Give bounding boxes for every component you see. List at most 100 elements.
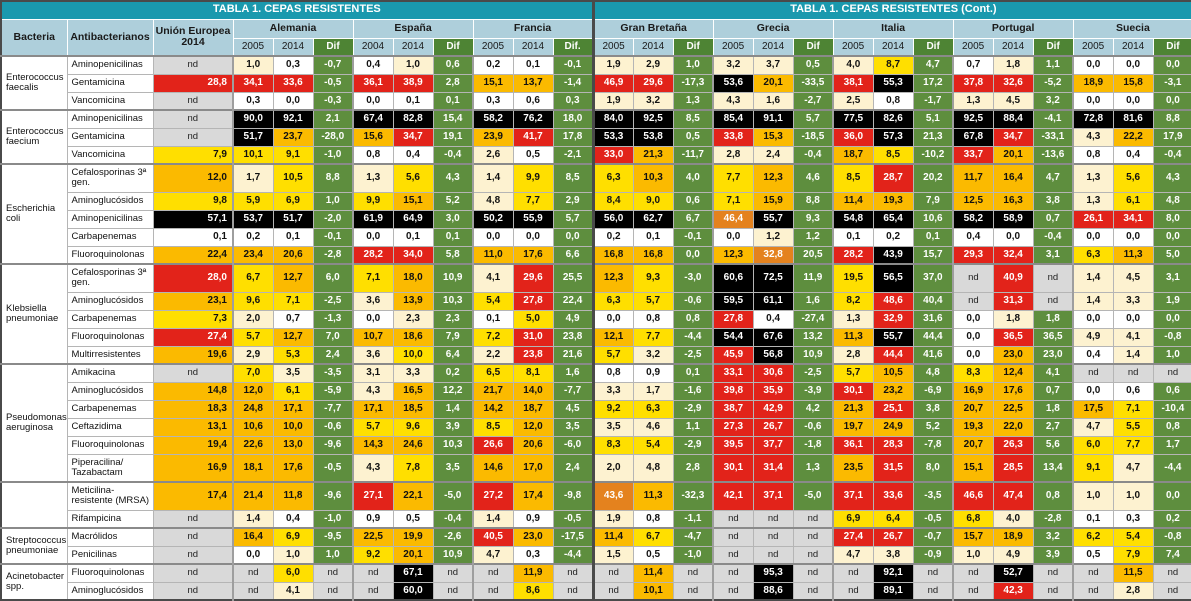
dif-cell: 6,6 bbox=[552, 245, 594, 265]
value-cell: 26,7 bbox=[872, 527, 914, 547]
value-cell: 0,9 bbox=[352, 509, 394, 529]
value-cell: 34,1 bbox=[1112, 209, 1154, 229]
dif-cell: 1,9 bbox=[1152, 291, 1191, 311]
value-cell: 10,1 bbox=[232, 145, 274, 165]
value-cell: 19,9 bbox=[392, 527, 434, 547]
dif-cell: 6,0 bbox=[312, 263, 354, 293]
value-cell: 29,6 bbox=[632, 73, 674, 93]
value-cell: nd bbox=[952, 291, 994, 311]
value-cell: 11,8 bbox=[272, 481, 314, 511]
value-cell: 12,0 bbox=[512, 417, 554, 437]
dif-cell: -17,3 bbox=[672, 73, 714, 93]
dif-cell: -9,6 bbox=[312, 435, 354, 455]
value-cell: 16,5 bbox=[392, 381, 434, 401]
value-cell: 27,1 bbox=[352, 481, 394, 511]
dif-cell: -0,3 bbox=[312, 91, 354, 111]
table-row: Vancomicina 7,9 10,1 9,1 -1,0 0,8 0,4 -0,4 2,6 0,… bbox=[1, 145, 1191, 165]
value-cell: 4,3 bbox=[352, 453, 394, 483]
value-cell: 67,8 bbox=[952, 127, 994, 147]
dif-cell: 4,0 bbox=[672, 163, 714, 193]
value-cell: 39,8 bbox=[712, 381, 754, 401]
value-cell: 67,1 bbox=[392, 563, 434, 583]
value-cell: 53,8 bbox=[632, 127, 674, 147]
value-cell: 8,4 bbox=[591, 191, 634, 211]
value-cell: 30,1 bbox=[712, 453, 754, 483]
dif-cell: -2,1 bbox=[552, 145, 594, 165]
value-cell: 0,2 bbox=[591, 227, 634, 247]
value-cell: 5,4 bbox=[472, 291, 514, 311]
dif-cell: -18,5 bbox=[792, 127, 834, 147]
value-cell: 6,3 bbox=[1072, 245, 1114, 265]
bacteria-name bbox=[0, 481, 68, 529]
value-cell: 11,3 bbox=[1112, 245, 1154, 265]
header-year: 2005 bbox=[472, 37, 514, 57]
dif-cell: 8,0 bbox=[1152, 209, 1191, 229]
value-cell: 0,2 bbox=[872, 227, 914, 247]
value-cell: 12,1 bbox=[591, 327, 634, 347]
value-cell: 1,7 bbox=[232, 163, 274, 193]
header-country: Francia bbox=[472, 18, 594, 39]
antibacterial-name: Penicilinas bbox=[66, 545, 154, 565]
dif-cell: 5,8 bbox=[432, 245, 474, 265]
value-cell: 0,1 bbox=[472, 309, 514, 329]
antibacterial-name: Vancomicina bbox=[66, 145, 154, 165]
value-cell: 36,0 bbox=[832, 127, 874, 147]
value-cell: 2,5 bbox=[832, 91, 874, 111]
table-row: Vancomicina nd 0,3 0,0 -0,3 0,0 0,1 0,1 0,3 0,6 0,… bbox=[1, 91, 1191, 111]
antibacterial-name: Vancomicina bbox=[66, 91, 154, 111]
dif-cell: -0,1 bbox=[672, 227, 714, 247]
dif-cell: 13,4 bbox=[1032, 453, 1074, 483]
antibacterial-name: Fluoroquinolonas bbox=[66, 563, 154, 583]
dif-cell: -2,8 bbox=[312, 245, 354, 265]
value-cell: 4,7 bbox=[1072, 417, 1114, 437]
value-cell: 6,1 bbox=[272, 381, 314, 401]
value-cell: 3,2 bbox=[632, 345, 674, 365]
dif-cell: 17,2 bbox=[912, 73, 954, 93]
dif-cell: -7,8 bbox=[912, 435, 954, 455]
value-cell: 8,6 bbox=[512, 581, 554, 601]
dif-cell: 5,0 bbox=[1152, 245, 1191, 265]
dif-cell: 40,4 bbox=[912, 291, 954, 311]
value-cell: 1,3 bbox=[952, 91, 994, 111]
dif-cell: 37,0 bbox=[912, 263, 954, 293]
dif-cell: nd bbox=[312, 563, 354, 583]
value-cell: 1,5 bbox=[591, 545, 634, 565]
value-cell: 6,2 bbox=[1072, 527, 1114, 547]
dif-cell: -33,1 bbox=[1032, 127, 1074, 147]
value-cell: 88,4 bbox=[992, 109, 1034, 129]
value-cell: 12,7 bbox=[272, 263, 314, 293]
value-cell: 4,0 bbox=[832, 55, 874, 75]
value-cell: 58,9 bbox=[992, 209, 1034, 229]
dif-cell: 2,8 bbox=[672, 453, 714, 483]
value-cell: 6,9 bbox=[272, 527, 314, 547]
dif-cell: -0,5 bbox=[312, 453, 354, 483]
value-cell: 7,7 bbox=[712, 163, 754, 193]
dif-cell: 0,8 bbox=[1032, 481, 1074, 511]
value-cell: nd bbox=[712, 527, 754, 547]
value-cell: 15,7 bbox=[952, 527, 994, 547]
dif-cell: 3,9 bbox=[1032, 545, 1074, 565]
value-cell: 8,3 bbox=[952, 363, 994, 383]
value-cell: 4,3 bbox=[1072, 127, 1114, 147]
value-cell: 21,3 bbox=[832, 399, 874, 419]
dif-cell: 17,8 bbox=[552, 127, 594, 147]
dif-cell: -1,0 bbox=[312, 509, 354, 529]
table-row: Aminoglucósidos 23,1 9,6 7,1 -2,5 3,6 13,9 10,3… bbox=[1, 291, 1191, 311]
value-cell: 16,8 bbox=[591, 245, 634, 265]
value-cell: 50,2 bbox=[472, 209, 514, 229]
table-row: Escherichia coli Cefalosporinas 3ª gen. 12… bbox=[0, 163, 1191, 265]
value-cell: 6,9 bbox=[272, 191, 314, 211]
value-cell: 8,5 bbox=[832, 163, 874, 193]
header-bacteria: Bacteria bbox=[0, 18, 68, 57]
value-cell: 15,1 bbox=[952, 453, 994, 483]
dif-cell: 1,8 bbox=[1032, 399, 1074, 419]
header-dif: Dif bbox=[792, 37, 834, 57]
value-cell: 22,6 bbox=[232, 435, 274, 455]
value-cell: 0,0 bbox=[1112, 91, 1154, 111]
value-cell: 2,4 bbox=[752, 145, 794, 165]
dif-cell: 7,0 bbox=[312, 327, 354, 347]
value-cell: 37,8 bbox=[952, 73, 994, 93]
dif-cell: -10,2 bbox=[912, 145, 954, 165]
value-cell: 38,1 bbox=[832, 73, 874, 93]
header-country: Gran Bretaña bbox=[591, 18, 714, 39]
